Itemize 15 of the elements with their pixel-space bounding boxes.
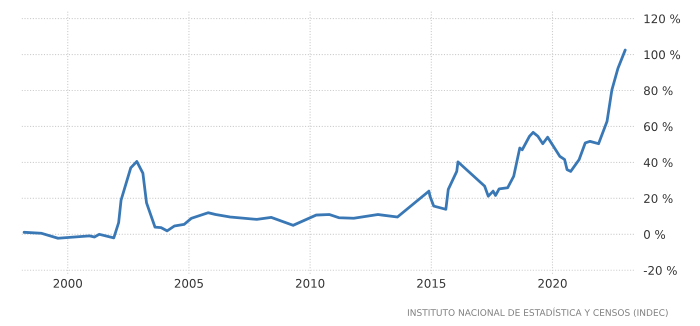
y-tick-label: 40 % (644, 158, 673, 168)
y-tick-label: 20 % (644, 194, 673, 203)
y-tick-label: 60 % (644, 122, 673, 132)
x-tick-label: 2000 (54, 278, 82, 288)
x-tick-label: 2010 (296, 278, 324, 288)
y-tick-label: 100 % (644, 50, 680, 60)
x-tick-label: 2015 (417, 278, 446, 288)
line-series (22, 48, 627, 240)
y-tick-label: 80 % (644, 86, 673, 96)
y-tick-label: 120 % (644, 14, 680, 24)
y-tick-label: -20 % (644, 266, 677, 275)
text: INSTITUTO NACIONAL DE ESTADÍSTICA Y CENSOS (INDEC) (408, 308, 668, 318)
x-tick-label: 2005 (174, 278, 203, 288)
y-tick-label: 0 % (644, 230, 666, 239)
x-tick-label: 2020 (538, 278, 567, 288)
